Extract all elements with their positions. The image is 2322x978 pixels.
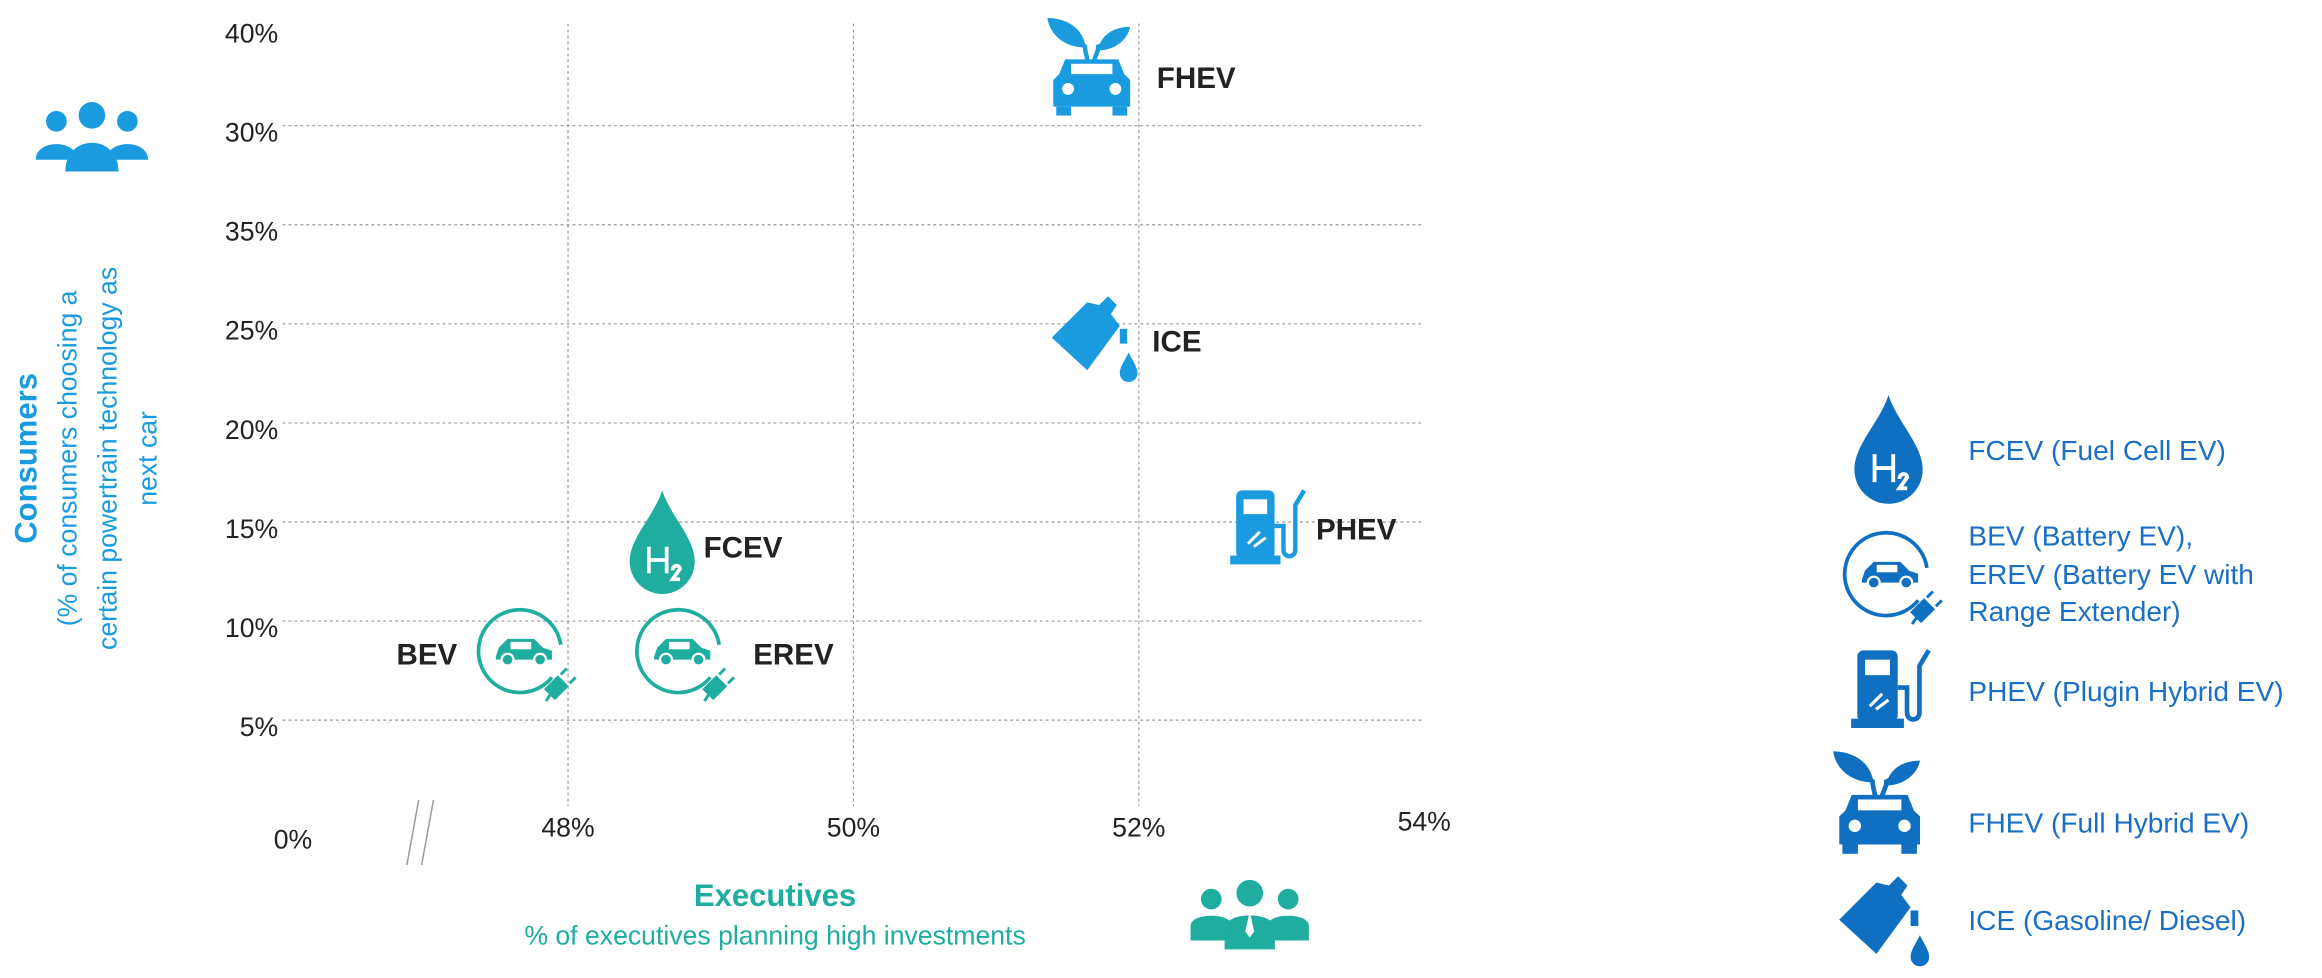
icon-part bbox=[1876, 564, 1898, 573]
legend-icon bbox=[1833, 751, 1921, 854]
icon-part bbox=[1865, 659, 1890, 676]
icon-part bbox=[1839, 876, 1911, 954]
y-axis-subtitle: next car bbox=[133, 411, 163, 506]
legend-label: FCEV (Fuel Cell EV) bbox=[1968, 435, 2225, 466]
icon-part bbox=[533, 652, 548, 667]
y-axis-subtitle: certain powertrain technology as bbox=[93, 267, 123, 650]
point-label: FCEV bbox=[704, 531, 783, 564]
legend-label: BEV (Battery EV), bbox=[1968, 521, 2193, 552]
icon-part bbox=[1842, 530, 1929, 618]
y-tick-label: 25% bbox=[225, 316, 278, 346]
icon-part bbox=[1848, 819, 1862, 833]
legend-icon bbox=[1851, 649, 1931, 728]
point-label: ICE bbox=[1152, 325, 1201, 358]
icon-part bbox=[1097, 26, 1131, 51]
icon-part bbox=[510, 641, 532, 650]
icon-part bbox=[1119, 352, 1138, 383]
icon-part bbox=[1274, 489, 1307, 559]
point-icon bbox=[1230, 489, 1307, 565]
x-axis-title: Executives bbox=[694, 878, 856, 913]
icon-part bbox=[1857, 799, 1902, 811]
y-tick-label: 20% bbox=[225, 415, 278, 445]
icon-part bbox=[1051, 296, 1120, 371]
icon-part bbox=[1243, 499, 1268, 515]
y-tick-label: 10% bbox=[225, 613, 278, 643]
point-icon bbox=[1047, 17, 1131, 116]
point-label: PHEV bbox=[1316, 514, 1397, 547]
y-tick-label: 35% bbox=[225, 217, 278, 247]
point-icon bbox=[635, 607, 736, 702]
icon-part bbox=[1898, 819, 1911, 833]
icon-part bbox=[500, 652, 515, 667]
y-tick-label: 15% bbox=[225, 514, 278, 544]
y-tick-label: 30% bbox=[225, 118, 278, 148]
icon-part bbox=[1851, 718, 1904, 728]
legend-icon bbox=[1839, 876, 1930, 967]
icon-part bbox=[1071, 63, 1113, 75]
icon-part bbox=[1833, 751, 1874, 783]
legend-label: FHEV (Full Hybrid EV) bbox=[1968, 808, 2249, 839]
icon-part bbox=[1047, 17, 1086, 48]
icon-part bbox=[668, 641, 690, 650]
icon-part bbox=[691, 652, 706, 667]
point-label: BEV bbox=[397, 638, 458, 671]
icon-part bbox=[1910, 590, 1943, 625]
x-tick-label: 48% bbox=[541, 813, 594, 843]
icon-part bbox=[1842, 844, 1858, 854]
icon-part bbox=[629, 490, 695, 595]
legend-label: EREV (Battery EV with bbox=[1968, 559, 2254, 590]
legend-label: Range Extender) bbox=[1968, 596, 2180, 627]
x-axis-subtitle: % of executives planning high investment… bbox=[524, 921, 1025, 951]
point-icon bbox=[1051, 296, 1138, 383]
icon-part bbox=[1854, 395, 1923, 504]
icon-part bbox=[1872, 454, 1910, 491]
point-icon bbox=[629, 490, 695, 595]
icon-part bbox=[1885, 760, 1921, 786]
icon-part bbox=[476, 607, 563, 695]
legend-label: ICE (Gasoline/ Diesel) bbox=[1968, 905, 2246, 936]
icon-part bbox=[635, 607, 722, 695]
icon-part bbox=[1062, 83, 1074, 95]
icon-part bbox=[1119, 328, 1128, 344]
icon-part bbox=[1109, 83, 1122, 95]
icon-part bbox=[543, 667, 577, 702]
legend-icon bbox=[1842, 530, 1943, 625]
legend-icon bbox=[1854, 395, 1923, 504]
x-origin-label: 0% bbox=[274, 824, 312, 854]
x-tick-label: 52% bbox=[1112, 813, 1165, 843]
icon-part bbox=[1899, 575, 1914, 590]
icon-part bbox=[1246, 530, 1267, 548]
point-label: FHEV bbox=[1157, 62, 1236, 95]
x-tick-label: 54% bbox=[1398, 807, 1451, 837]
x-tick-label: 50% bbox=[827, 813, 880, 843]
icon-part bbox=[1901, 844, 1917, 854]
y-axis-title: Consumers bbox=[9, 373, 44, 544]
icon-part bbox=[1910, 910, 1919, 926]
icon-part bbox=[647, 546, 682, 582]
y-tick-label: 5% bbox=[240, 712, 278, 742]
icon-part bbox=[1230, 555, 1281, 565]
icon-part bbox=[1910, 935, 1930, 967]
y-tick-label: 40% bbox=[225, 19, 278, 49]
executives-icon bbox=[1190, 879, 1309, 950]
icon-part bbox=[1056, 106, 1072, 116]
icon-part bbox=[1112, 106, 1128, 116]
point-label: EREV bbox=[753, 638, 834, 671]
icon-part bbox=[702, 667, 736, 702]
icon-part bbox=[1866, 575, 1881, 590]
icon-part bbox=[1868, 692, 1890, 711]
icon-part bbox=[1897, 649, 1931, 722]
icon-part bbox=[658, 652, 673, 667]
consumers-icon bbox=[35, 102, 149, 172]
y-axis-subtitle: (% of consumers choosing a bbox=[53, 290, 83, 626]
point-icon bbox=[476, 607, 577, 702]
legend-label: PHEV (Plugin Hybrid EV) bbox=[1968, 676, 2283, 707]
axis-break bbox=[406, 799, 435, 866]
